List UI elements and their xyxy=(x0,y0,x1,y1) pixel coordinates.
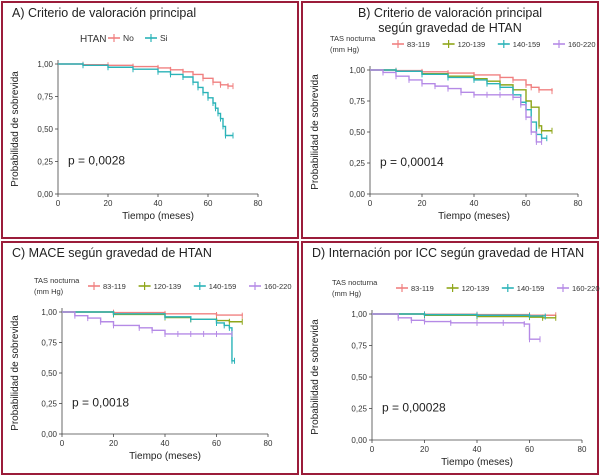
panel-A: A) Criterio de valoración principal HTAN N… xyxy=(1,1,299,239)
panel-frame xyxy=(1,1,299,239)
y-tick-label: 0,50 xyxy=(41,369,57,378)
legend-label: 140-159 xyxy=(517,284,545,293)
x-tick-label: 20 xyxy=(420,445,429,454)
panel-frame xyxy=(301,241,599,475)
legend-label: 140-159 xyxy=(209,282,237,291)
y-tick-label: 0,50 xyxy=(351,373,367,382)
legend-label: Si xyxy=(160,33,168,43)
legend-label: 160-220 xyxy=(572,284,600,293)
y-tick-label: 0,50 xyxy=(349,128,365,137)
legend-title: TAS nocturna xyxy=(332,278,378,287)
legend-label: No xyxy=(123,33,134,43)
x-tick-label: 20 xyxy=(109,439,118,448)
x-axis-label: Tiempo (meses) xyxy=(438,211,510,222)
p-value: p = 0,0018 xyxy=(72,396,129,410)
x-tick-label: 80 xyxy=(264,439,273,448)
x-tick-label: 80 xyxy=(574,199,583,208)
panel-frame xyxy=(1,241,299,475)
y-axis-label: Probabilidad de sobrevida xyxy=(10,71,21,187)
y-tick-label: 1,00 xyxy=(37,60,53,69)
x-tick-label: 0 xyxy=(56,199,61,208)
panel-title: B) Criterio de valoración principal xyxy=(358,6,542,20)
panel-title: C) MACE según gravedad de HTAN xyxy=(12,246,212,260)
x-axis-label: Tiempo (meses) xyxy=(441,457,513,468)
y-axis-label: Probabilidad de sobrevida xyxy=(310,74,321,190)
legend-label: 120-139 xyxy=(462,284,490,293)
legend-label: 160-220 xyxy=(264,282,292,291)
series-160-220-curve xyxy=(370,69,542,143)
legend-label: 160-220 xyxy=(568,40,596,49)
legend-label: 140-159 xyxy=(513,40,541,49)
x-axis-label: Tiempo (meses) xyxy=(129,451,201,462)
panel-D: D) Internación por ICC según gravedad de… xyxy=(301,241,600,475)
y-tick-label: 0,25 xyxy=(351,405,367,414)
p-value: p = 0,00028 xyxy=(382,401,446,415)
x-tick-label: 80 xyxy=(578,445,587,454)
p-value: p = 0,00014 xyxy=(380,155,444,169)
x-tick-label: 40 xyxy=(473,445,482,454)
panel-C: C) MACE según gravedad de HTAN TAS noctur… xyxy=(1,241,299,475)
x-tick-label: 0 xyxy=(368,199,373,208)
x-tick-label: 40 xyxy=(154,199,163,208)
legend-title: HTAN xyxy=(80,34,106,45)
y-tick-label: 1,00 xyxy=(41,308,57,317)
legend-label: 83-119 xyxy=(407,40,430,49)
series-140-159-curve xyxy=(370,69,547,139)
legend-title: TAS nocturna xyxy=(330,34,376,43)
x-tick-label: 60 xyxy=(212,439,221,448)
y-axis-label: Probabilidad de sobrevida xyxy=(310,319,321,435)
x-tick-label: 40 xyxy=(161,439,170,448)
y-tick-label: 0,00 xyxy=(41,430,57,439)
y-tick-label: 1,00 xyxy=(349,66,365,75)
y-tick-label: 0,25 xyxy=(41,400,57,409)
x-axis-label: Tiempo (meses) xyxy=(122,211,194,222)
x-tick-label: 0 xyxy=(60,439,65,448)
y-tick-label: 0,75 xyxy=(41,339,57,348)
y-tick-label: 0,00 xyxy=(37,190,53,199)
y-tick-label: 0,50 xyxy=(37,125,53,134)
panel-title: A) Criterio de valoración principal xyxy=(12,6,196,20)
x-tick-label: 60 xyxy=(204,199,213,208)
x-tick-label: 80 xyxy=(254,199,263,208)
x-tick-label: 60 xyxy=(525,445,534,454)
x-tick-label: 0 xyxy=(370,445,375,454)
panel-frame xyxy=(301,1,599,239)
y-tick-label: 0,00 xyxy=(349,190,365,199)
x-tick-label: 60 xyxy=(522,199,531,208)
legend-label: 83-119 xyxy=(411,284,434,293)
y-tick-label: 0,75 xyxy=(37,93,53,102)
legend-title-units: (mm Hg) xyxy=(330,45,360,54)
panel-B: B) Criterio de valoración principalsegún… xyxy=(301,1,599,239)
legend-label: 83-119 xyxy=(103,282,126,291)
p-value: p = 0,0028 xyxy=(68,154,125,168)
x-tick-label: 20 xyxy=(104,199,113,208)
legend-title: TAS nocturna xyxy=(34,276,80,285)
panel-title-line2: según gravedad de HTAN xyxy=(378,21,522,35)
y-tick-label: 0,75 xyxy=(351,342,367,351)
y-axis-label: Probabilidad de sobrevida xyxy=(10,315,21,431)
legend-title-units: (mm Hg) xyxy=(34,287,64,296)
y-tick-label: 0,25 xyxy=(37,158,53,167)
x-tick-label: 20 xyxy=(418,199,427,208)
legend-label: 120-139 xyxy=(154,282,182,291)
y-tick-label: 0,25 xyxy=(349,159,365,168)
y-tick-label: 1,00 xyxy=(351,310,367,319)
legend-label: 120-139 xyxy=(458,40,486,49)
panel-title: D) Internación por ICC según gravedad de… xyxy=(312,246,584,260)
y-tick-label: 0,75 xyxy=(349,97,365,106)
y-tick-label: 0,00 xyxy=(351,436,367,445)
legend-title-units: (mm Hg) xyxy=(332,289,362,298)
x-tick-label: 40 xyxy=(470,199,479,208)
